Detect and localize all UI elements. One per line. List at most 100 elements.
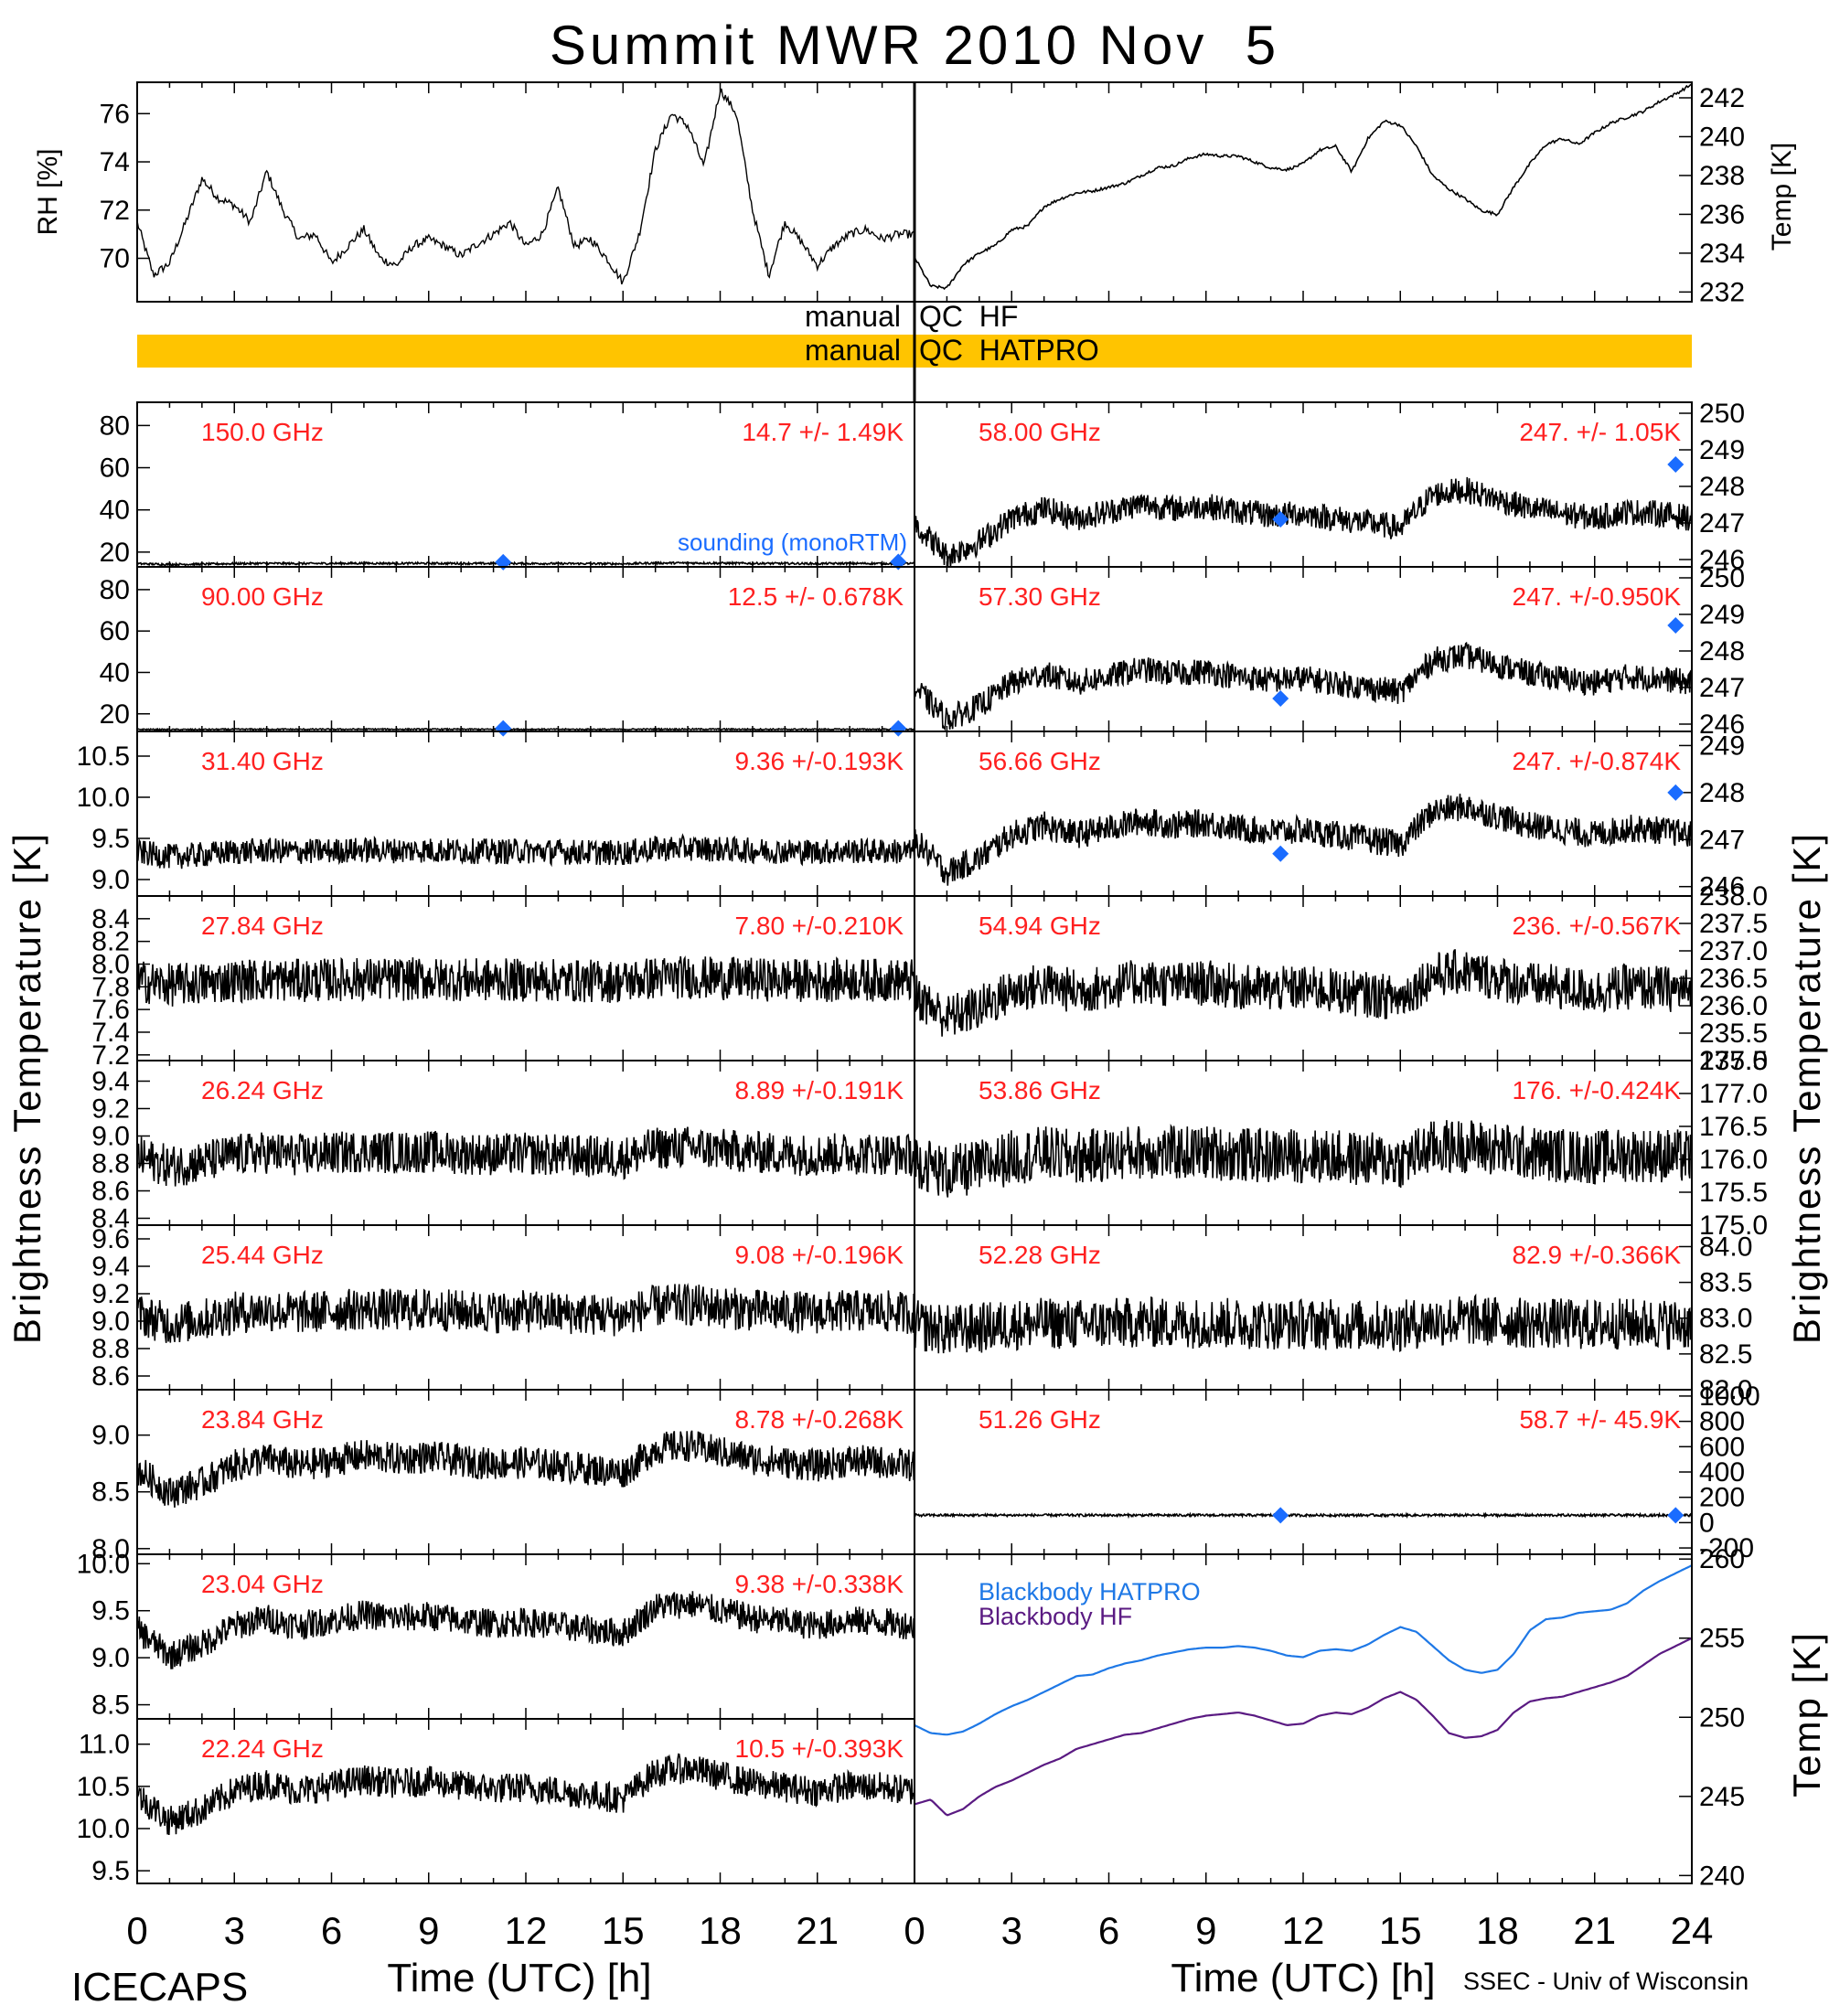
ch_26_24-panel-freq-label: 26.24 GHz bbox=[201, 1076, 324, 1104]
ch_54_94-panel-ytick-label: 235.5 bbox=[1699, 1019, 1768, 1049]
rh-panel: 70 72 74 76 bbox=[100, 82, 914, 302]
panels: 7072747623223423623824024220406080soundi… bbox=[77, 81, 1768, 1952]
x-tick-label-right: 18 bbox=[1476, 1909, 1519, 1952]
ch_56_66-panel-sounding-point bbox=[1272, 845, 1289, 862]
ch_26_24-panel-ytick-label: 8.4 bbox=[91, 1204, 130, 1234]
ch_25_44-panel-ytick-label: 9.6 bbox=[91, 1224, 130, 1254]
ch_26_24-panel-ytick-label: 9.4 bbox=[91, 1067, 130, 1097]
ch_150-panel-sounding-point bbox=[890, 553, 907, 571]
ch_58_00-panel-sounding-point bbox=[1667, 456, 1685, 473]
ch_26_24-panel-ytick-label: 9.0 bbox=[91, 1122, 130, 1152]
temp-top-panel-ytick-label: 236 bbox=[1699, 199, 1745, 229]
blackbody-panel-border bbox=[914, 1553, 1693, 1884]
temp-top-panel: 232 234 236 238 240 242 bbox=[914, 82, 1745, 307]
ch_53_86-panel-ytick-label: 177.5 bbox=[1699, 1046, 1768, 1076]
ch_56_66-panel-ytick-label: 248 bbox=[1699, 778, 1745, 808]
ch_22_24-panel-ytick-label: 10.0 bbox=[77, 1814, 130, 1844]
ch_27_84-panel-stats-label: 7.80 +/-0.210K bbox=[735, 912, 904, 940]
rh-panel-ytick-label: 74 bbox=[100, 147, 130, 177]
ch_23_04-panel-ytick-label: 10.0 bbox=[77, 1549, 130, 1579]
rh-series-line bbox=[137, 88, 914, 285]
ch_54_94-panel-ytick-label: 236.0 bbox=[1699, 991, 1768, 1021]
ch_52_28-panel: 82.0 82.5 83.0 83.5 84.0 bbox=[914, 1225, 1752, 1405]
ch_23_04-panel-ytick-label: 9.0 bbox=[91, 1643, 130, 1673]
temp-top-panel-ytick-label: 232 bbox=[1699, 277, 1745, 307]
credit-label: SSEC - Univ of Wisconsin bbox=[1463, 1968, 1749, 1995]
ch_90-panel-ytick-label: 80 bbox=[100, 575, 130, 605]
ch_150-panel-series-line bbox=[137, 560, 914, 567]
blackbody-panel-ytick-label: 240 bbox=[1699, 1861, 1745, 1891]
ch_57_30-panel-ytick-label: 247 bbox=[1699, 673, 1745, 703]
ch_27_84-panel-series-line bbox=[137, 955, 914, 1007]
ch_58_00-panel-series-line bbox=[914, 476, 1692, 567]
rh-panel-ytick-label: 72 bbox=[100, 196, 130, 226]
ch_54_94-panel-ytick-label: 236.5 bbox=[1699, 964, 1768, 994]
temp-bottom-axis-title: Temp [K] bbox=[1785, 1631, 1828, 1797]
ch_90-panel-stats-label: 12.5 +/- 0.678K bbox=[728, 582, 904, 611]
temp-top-panel-border bbox=[914, 81, 1693, 303]
ch_27_84-panel-ytick-label: 8.2 bbox=[91, 927, 130, 957]
ch_53_86-panel-stats-label: 176. +/-0.424K bbox=[1513, 1076, 1682, 1104]
temp-top-panel-ytick-label: 234 bbox=[1699, 239, 1745, 269]
figure-title: Summit MWR 2010 Nov 5 bbox=[550, 15, 1279, 76]
ch_31_40-panel: 9.0 9.5 10.0 10.5 bbox=[77, 731, 914, 896]
x-axis-title-left: Time (UTC) [h] bbox=[387, 1956, 651, 2000]
ch_52_28-panel-ytick-label: 82.0 bbox=[1699, 1375, 1752, 1405]
x-tick-label-right: 6 bbox=[1098, 1909, 1119, 1952]
ch_27_84-panel-ytick-label: 7.2 bbox=[91, 1040, 130, 1071]
temp-top-panel-ytick-label: 238 bbox=[1699, 161, 1745, 191]
ch_25_44-panel-ytick-label: 8.6 bbox=[91, 1361, 130, 1392]
ch_27_84-panel-ytick-label: 8.4 bbox=[91, 904, 130, 934]
ch_23_04-panel-freq-label: 23.04 GHz bbox=[201, 1570, 324, 1598]
ch_150-panel-ytick-label: 60 bbox=[100, 453, 130, 484]
ch_56_66-panel-ytick-label: 249 bbox=[1699, 731, 1745, 761]
ch_22_24-panel-freq-label: 22.24 GHz bbox=[201, 1734, 324, 1763]
ch_27_84-panel: 7.27.47.67.88.08.28.4 bbox=[91, 896, 914, 1071]
ch_51_26-panel-ytick-label: 1000 bbox=[1699, 1381, 1760, 1412]
ch_57_30-panel-ytick-label: 248 bbox=[1699, 636, 1745, 667]
qc-hf-left-label: manual bbox=[805, 300, 901, 333]
ch_150-panel-freq-label: 150.0 GHz bbox=[201, 418, 324, 446]
tb-right-axis-title: Brightness Temperature [K] bbox=[1785, 832, 1828, 1344]
ch_53_86-panel-ytick-label: 175.5 bbox=[1699, 1178, 1768, 1208]
ch_27_84-panel-ytick-label: 7.4 bbox=[91, 1018, 130, 1048]
x-tick-label-right: 3 bbox=[1001, 1909, 1022, 1952]
ch_22_24-panel-stats-label: 10.5 +/-0.393K bbox=[735, 1734, 904, 1763]
ch_23_04-panel-series-line bbox=[137, 1591, 914, 1669]
ch_23_04-panel: 8.5 9.0 9.5 10.0 bbox=[77, 1549, 914, 1721]
ch_58_00-panel: 246 247 248 249 250 bbox=[914, 399, 1745, 575]
rh-panel-ytick-label: 76 bbox=[100, 99, 130, 129]
ch_23_84-panel: 8.0 8.5 9.0 bbox=[91, 1390, 914, 1564]
x-tick-label-left: 18 bbox=[699, 1909, 742, 1952]
ch_90-panel-ytick-label: 20 bbox=[100, 699, 130, 730]
x-tick-label-right: 24 bbox=[1671, 1909, 1714, 1952]
temp-top-axis-title: Temp [K] bbox=[1767, 143, 1797, 251]
ch_90-panel-ytick-label: 60 bbox=[100, 616, 130, 646]
ch_51_26-panel-stats-label: 58.7 +/- 45.9K bbox=[1519, 1405, 1681, 1434]
ch_58_00-panel-ytick-label: 250 bbox=[1699, 399, 1745, 429]
ch_57_30-panel-ytick-label: 250 bbox=[1699, 563, 1745, 593]
qc-hatpro-right-label: QC HATPRO bbox=[919, 334, 1099, 367]
ch_25_44-panel-series-line bbox=[137, 1283, 914, 1343]
blackbody-panel-ytick-label: 250 bbox=[1699, 1702, 1745, 1733]
ch_51_26-panel-sounding-point bbox=[1272, 1507, 1289, 1524]
ch_58_00-panel-sounding-point bbox=[1272, 511, 1289, 528]
ch_22_24-panel-ytick-label: 11.0 bbox=[79, 1730, 130, 1760]
ch_57_30-panel-ytick-label: 246 bbox=[1699, 709, 1745, 740]
ch_25_44-panel-ytick-label: 9.2 bbox=[91, 1279, 130, 1309]
legend-entry-hatpro: Blackbody HATPRO bbox=[979, 1578, 1201, 1605]
ch_31_40-panel-stats-label: 9.36 +/-0.193K bbox=[735, 747, 904, 775]
ch_51_26-panel-ytick-label: 400 bbox=[1699, 1457, 1745, 1488]
blackbody-panel-ytick-label: 245 bbox=[1699, 1782, 1745, 1812]
ch_22_24-panel-ytick-label: 9.5 bbox=[91, 1856, 130, 1886]
ch_53_86-panel-series-line bbox=[914, 1120, 1692, 1198]
ch_150-panel-sounding-point bbox=[495, 553, 512, 571]
ch_90-panel: 20 40 60 80 bbox=[100, 567, 914, 737]
ch_26_24-panel-ytick-label: 8.8 bbox=[91, 1149, 130, 1179]
legend-entry-hf: Blackbody HF bbox=[979, 1603, 1132, 1630]
ch_57_30-panel-freq-label: 57.30 GHz bbox=[979, 582, 1101, 611]
